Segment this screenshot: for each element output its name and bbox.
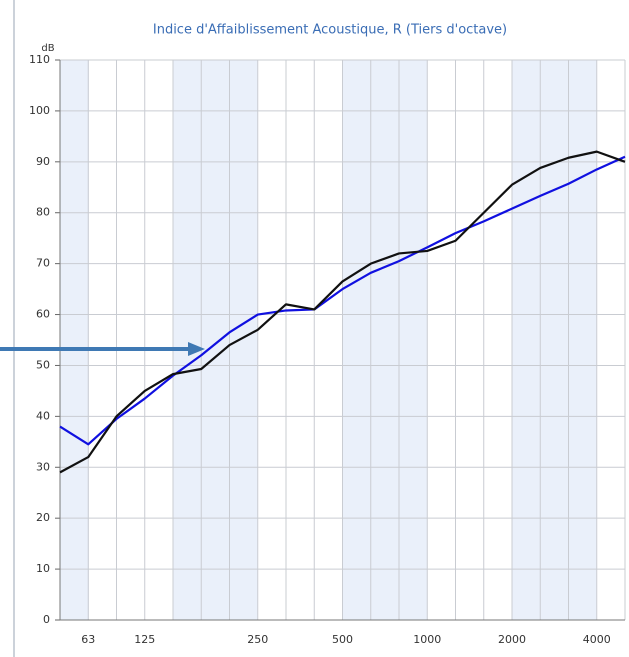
band — [512, 60, 597, 620]
plot: 0 10 20 30 40 50 60 70 80 90 100 110 63 125 250 500 1000… — [29, 53, 626, 646]
band — [60, 60, 89, 620]
y-tick-label: 10 — [36, 562, 50, 575]
y-tick-label: 70 — [36, 257, 50, 270]
y-tick-label: 30 — [36, 460, 50, 473]
y-tick-label: 20 — [36, 511, 50, 524]
y-tick-label: 100 — [29, 104, 50, 117]
x-tick-label: 4000 — [583, 633, 611, 646]
x-tick-label: 63 — [81, 633, 95, 646]
x-tick-label: 2000 — [498, 633, 526, 646]
series-line — [59, 155, 626, 446]
annotation-arrow — [0, 342, 205, 356]
band — [173, 60, 258, 620]
shaded-bands — [60, 60, 597, 620]
x-tick-label: 500 — [332, 633, 353, 646]
y-tick-label: 60 — [36, 308, 50, 321]
arrow-head — [188, 342, 205, 356]
x-tick-label: 1000 — [413, 633, 441, 646]
y-tick-label: 80 — [36, 206, 50, 219]
y-unit: dB — [41, 43, 54, 54]
band — [342, 60, 427, 620]
chart-title: Indice d'Affaiblissement Acoustique, R (… — [153, 23, 507, 38]
y-tick-label: 50 — [36, 358, 50, 371]
y-tick-label: 90 — [36, 155, 50, 168]
y-tick-label: 0 — [43, 613, 50, 626]
series-line — [59, 150, 626, 474]
y-tick-label: 40 — [36, 409, 50, 422]
y-tick-label: 110 — [29, 53, 50, 66]
x-tick-label: 125 — [134, 633, 155, 646]
x-tick-label: 250 — [247, 633, 268, 646]
